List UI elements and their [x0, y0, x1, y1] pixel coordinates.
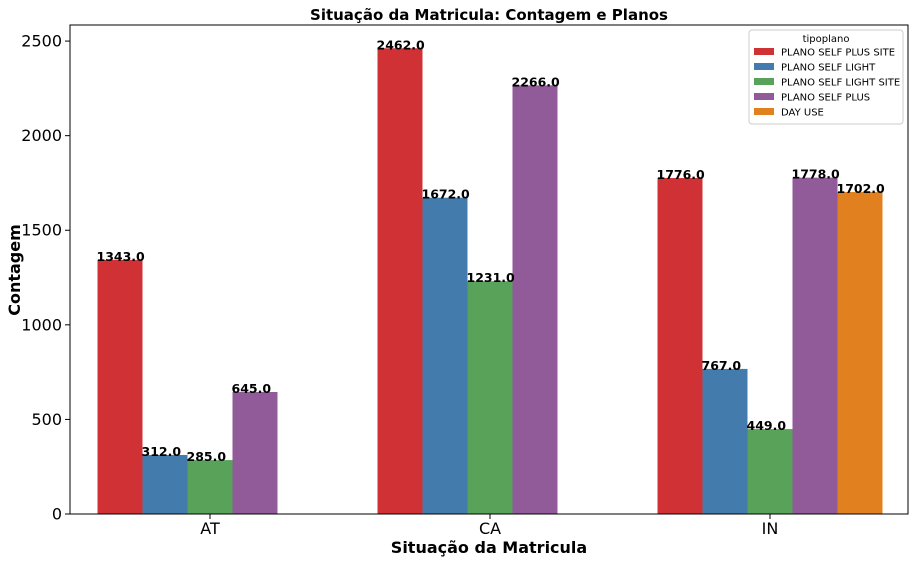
legend-swatch [754, 78, 774, 85]
bar-value-label: 767.0 [702, 358, 742, 373]
bar [702, 368, 748, 514]
legend-swatch [754, 63, 774, 70]
legend-entry-label: PLANO SELF PLUS SITE [781, 48, 895, 59]
legend-box [748, 29, 904, 125]
bar-value-label: 2266.0 [512, 74, 561, 89]
legend-swatch [754, 108, 774, 115]
y-tick-label: 500 [31, 410, 62, 429]
bar [377, 48, 423, 514]
bar [97, 259, 143, 514]
x-axis-title: Situação da Matricula [391, 538, 587, 557]
legend: tipoplano PLANO SELF PLUS SITE PLANO SELF … [748, 29, 904, 125]
legend-title: tipoplano [803, 34, 850, 45]
bar-value-label: 449.0 [747, 418, 787, 433]
bar [747, 429, 793, 514]
bar [792, 177, 838, 514]
bar-value-label: 1343.0 [97, 249, 146, 264]
bar [467, 281, 513, 514]
y-tick-label: 2000 [21, 126, 62, 145]
bar [187, 460, 233, 514]
bar-value-label: 1778.0 [792, 167, 841, 182]
legend-swatch [754, 93, 774, 100]
y-tick-label: 1000 [21, 315, 62, 334]
y-tick-label: 2500 [21, 32, 62, 51]
x-tick-label: IN [762, 519, 779, 538]
bar [422, 197, 468, 514]
legend-swatch [754, 48, 774, 55]
bar-value-label: 1231.0 [467, 270, 516, 285]
bar-value-label: 645.0 [232, 381, 272, 396]
legend-entry-label: PLANO SELF LIGHT SITE [781, 78, 900, 89]
bar [837, 192, 883, 514]
y-axis: 0 500 1000 1500 2000 2500 [21, 32, 70, 524]
bar-value-label: 2462.0 [377, 37, 426, 52]
plot-frame [69, 24, 909, 515]
x-tick-label: AT [200, 519, 220, 538]
bars-group [97, 48, 883, 515]
bar-value-label: 1672.0 [422, 187, 471, 202]
bar [232, 391, 278, 514]
bar-value-label: 285.0 [187, 449, 227, 464]
bar [657, 178, 703, 514]
y-tick-label: 1500 [21, 221, 62, 240]
chart-title: Situação da Matricula: Contagem e Planos [310, 6, 668, 24]
x-axis: AT CA IN [200, 514, 778, 538]
bar [142, 454, 188, 514]
legend-entry-label: PLANO SELF PLUS [781, 93, 870, 104]
bar-labels-group: 1343.0 312.0 285.0 645.0 2462.0 1672.0 1231.0 2… [97, 37, 886, 464]
bar-value-label: 1702.0 [837, 181, 886, 196]
x-tick-label: CA [479, 519, 501, 538]
y-tick-label: 0 [52, 505, 62, 524]
bar-value-label: 1776.0 [657, 167, 706, 182]
bar [512, 85, 558, 515]
legend-entry-label: PLANO SELF LIGHT [781, 63, 876, 74]
legend-entry-label: DAY USE [781, 108, 824, 119]
bar-value-label: 312.0 [142, 444, 182, 459]
y-axis-title: Contagem [5, 224, 24, 316]
